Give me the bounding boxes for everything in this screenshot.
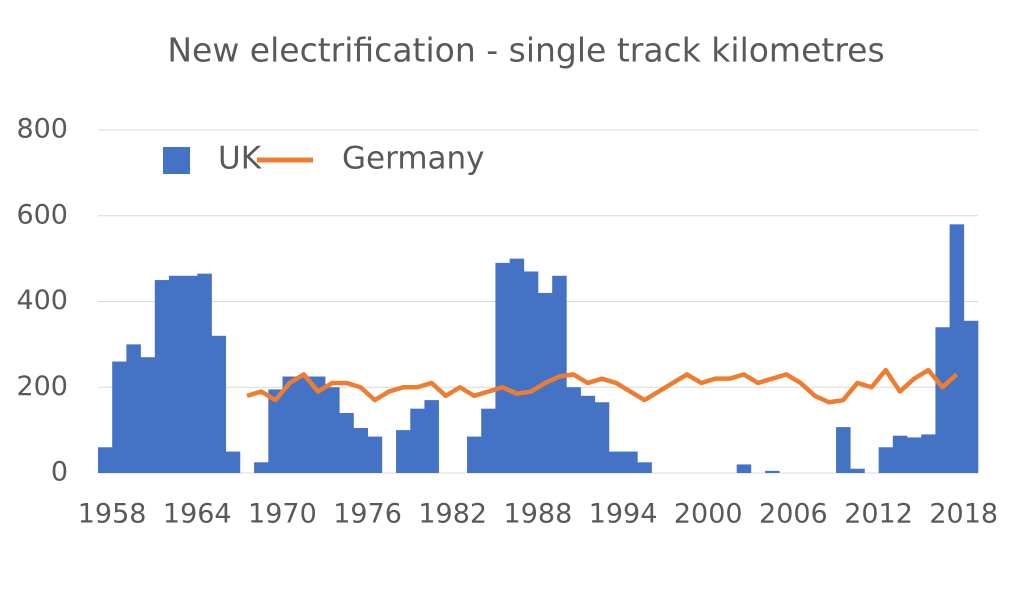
bar xyxy=(481,408,496,473)
x-tick-label: 2000 xyxy=(674,499,743,530)
legend-swatch xyxy=(163,147,190,174)
x-tick-label: 2006 xyxy=(759,499,828,530)
bar xyxy=(367,436,383,473)
y-tick-label: 800 xyxy=(16,114,68,145)
bar xyxy=(467,436,482,473)
chart-title: New electrification - single track kilom… xyxy=(167,31,884,70)
bar xyxy=(296,376,312,473)
x-tick-label: 1976 xyxy=(333,499,402,530)
y-tick-label: 400 xyxy=(16,285,68,316)
bar xyxy=(637,462,652,473)
bar xyxy=(580,395,596,473)
bar xyxy=(197,273,212,473)
x-tick-label: 1970 xyxy=(248,499,317,530)
bar xyxy=(836,427,851,473)
bar xyxy=(282,376,298,473)
bar xyxy=(921,434,936,473)
legend-label: UK xyxy=(218,141,262,177)
bar xyxy=(878,447,894,473)
bar xyxy=(98,447,113,473)
bar xyxy=(509,258,525,473)
bar xyxy=(935,327,950,473)
bar xyxy=(154,280,170,473)
bar xyxy=(963,320,979,473)
bar xyxy=(410,408,425,473)
x-tick-label: 1964 xyxy=(163,499,232,530)
bar xyxy=(325,387,340,473)
line xyxy=(246,367,959,405)
bar xyxy=(126,344,141,473)
x-tick-label: 1958 xyxy=(78,499,147,530)
bar xyxy=(608,451,624,473)
bar xyxy=(907,437,922,473)
bar xyxy=(112,361,127,473)
y-tick-label: 200 xyxy=(16,371,68,402)
bar xyxy=(254,462,269,473)
bar xyxy=(396,430,411,473)
bar xyxy=(339,412,354,473)
bar xyxy=(353,427,368,473)
x-tick-label: 2018 xyxy=(929,499,998,530)
bar xyxy=(594,402,610,473)
bar xyxy=(168,275,184,473)
x-tick-label: 1994 xyxy=(589,499,658,530)
bar xyxy=(495,262,510,473)
x-tick-label: 1988 xyxy=(504,499,573,530)
bar xyxy=(623,451,638,473)
legend-label: Germany xyxy=(342,141,484,177)
bar xyxy=(736,464,752,473)
bar xyxy=(268,389,283,473)
bar xyxy=(850,468,865,473)
bar xyxy=(566,387,581,473)
bar xyxy=(310,376,326,473)
y-tick-label: 0 xyxy=(51,457,68,488)
bar xyxy=(211,335,227,473)
bar xyxy=(225,451,241,473)
bar xyxy=(424,400,439,473)
y-tick-label: 600 xyxy=(16,199,68,230)
x-tick-label: 2012 xyxy=(844,499,913,530)
bar xyxy=(949,224,965,473)
bar xyxy=(765,470,780,473)
x-tick-label: 1982 xyxy=(418,499,487,530)
bar xyxy=(183,275,198,473)
bar xyxy=(140,357,156,473)
bar xyxy=(892,435,908,473)
bar xyxy=(523,271,539,473)
